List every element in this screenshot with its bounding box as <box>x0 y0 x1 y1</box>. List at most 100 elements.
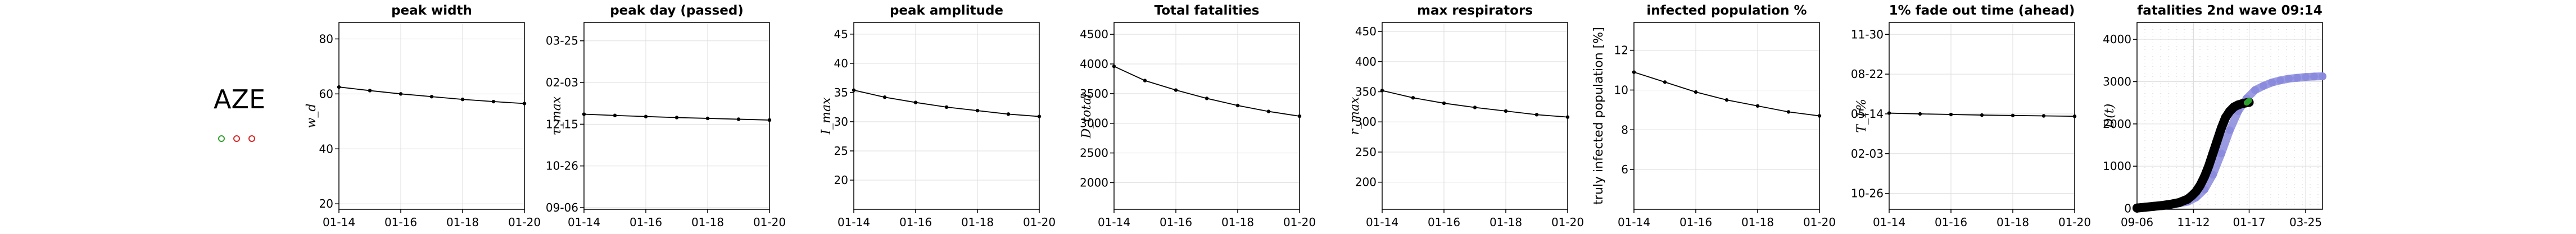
legend-marker-red-1 <box>233 135 240 142</box>
data-point <box>705 116 710 121</box>
data-point <box>1663 80 1667 84</box>
data-point <box>674 116 679 120</box>
panel-6: 10-26 02-03 05-14 08-22 11-30 01-14 01-16 01-18… <box>1851 3 2091 229</box>
x-tick-label: 01-16 <box>1935 215 1967 229</box>
panel-title: peak width <box>391 3 472 18</box>
y-tick-label: 12-15 <box>546 117 578 131</box>
y-tick-label: 450 <box>1355 25 1377 38</box>
y-axis-label: T_1% <box>1855 99 1869 133</box>
y-tick-label: 400 <box>1355 55 1377 68</box>
panel-5: 6 8 10 12 01-14 01-16 01-18 01-20 infected popul… <box>1592 3 1836 229</box>
x-tick-label: 01-16 <box>899 215 932 229</box>
data-point <box>1632 70 1636 74</box>
y-tick-label: 20 <box>319 197 333 210</box>
data-point <box>852 88 856 92</box>
panel-title: Total fatalities <box>1155 3 1260 18</box>
x-tick-label: 01-20 <box>2058 215 2091 229</box>
data-point <box>882 95 887 99</box>
x-tick-label: 01-14 <box>1366 215 1398 229</box>
x-tick-label: 01-20 <box>508 215 541 229</box>
y-tick-label: 200 <box>1355 176 1377 189</box>
y-tick-label: 2000 <box>2103 117 2131 131</box>
y-tick-label: 3000 <box>2103 75 2131 88</box>
data-point <box>429 95 434 99</box>
data-point <box>975 108 980 113</box>
panel-title: 1% fade out time (ahead) <box>1889 3 2075 18</box>
data-point <box>1174 88 1178 92</box>
y-tick-label: 12 <box>1614 44 1628 57</box>
x-tick-label: 01-14 <box>323 215 355 229</box>
data-point <box>460 97 465 102</box>
data-point <box>1817 114 1822 118</box>
series-line <box>1113 66 1300 117</box>
axes-frame <box>2136 22 2323 210</box>
x-tick-label: 01-20 <box>1803 215 1836 229</box>
y-tick-label: 10-26 <box>1851 187 1884 200</box>
panel-3: 2000 2500 3000 3500 4000 4500 01-14 01-16 01-18 0… <box>1080 3 1316 229</box>
series-band <box>2133 98 2254 213</box>
y-tick-label: 40 <box>319 142 333 155</box>
y-tick-label: 03-25 <box>546 34 578 48</box>
data-point <box>1442 101 1446 105</box>
x-tick-label: 01-20 <box>753 215 786 229</box>
data-point <box>1918 112 1922 116</box>
y-tick-label: 60 <box>319 87 333 100</box>
panel-2: 20 25 30 35 40 45 01-14 01-16 01-18 01-20 peak amp… <box>820 3 1056 229</box>
data-point <box>337 85 341 89</box>
y-tick-label: 10 <box>1614 83 1628 97</box>
x-tick-label: 01-16 <box>630 215 662 229</box>
y-tick-label: 4000 <box>2103 33 2131 46</box>
x-tick-label: 01-14 <box>1873 215 1905 229</box>
x-tick-label: 01-18 <box>1490 215 1522 229</box>
y-tick-label: 6 <box>1621 163 1628 176</box>
y-tick-label: 4500 <box>1080 27 1108 41</box>
y-tick-label: 2500 <box>1080 146 1108 160</box>
y-tick-label: 02-03 <box>1851 147 1884 160</box>
y-tick-label: 11-30 <box>1851 27 1884 41</box>
data-point <box>368 89 372 93</box>
data-point <box>2072 114 2077 118</box>
data-point <box>1006 112 1011 116</box>
legend-marker-green <box>218 135 225 142</box>
axes-frame <box>1113 22 1300 210</box>
x-tick-label: 01-14 <box>837 215 870 229</box>
data-point <box>913 100 918 104</box>
data-point <box>399 92 403 96</box>
data-point <box>1380 89 1384 93</box>
y-tick-label: 08-22 <box>1851 67 1884 81</box>
y-tick-label: 2000 <box>1080 176 1108 189</box>
y-tick-label: 1000 <box>2103 159 2131 173</box>
y-axis-label: τ_max <box>550 96 564 135</box>
x-tick-label: 01-18 <box>691 215 724 229</box>
x-tick-label: 01-20 <box>1551 215 1584 229</box>
panel-4: 200 250 300 350 400 450 01-14 01-16 01-18 01-20 ma… <box>1348 3 1584 229</box>
data-point <box>1565 115 1570 119</box>
data-point <box>1297 114 1302 118</box>
y-tick-label: 300 <box>1355 115 1377 129</box>
x-tick-label: 11-12 <box>2177 215 2210 229</box>
x-tick-label: 01-14 <box>1098 215 1130 229</box>
data-point <box>1112 65 1116 68</box>
y-tick-label: 09-06 <box>546 201 578 214</box>
data-point <box>491 99 496 104</box>
data-point <box>1143 79 1147 82</box>
axes-frame <box>853 22 1040 210</box>
y-tick-label: 0 <box>2124 201 2131 215</box>
country-block: AZE <box>214 84 265 142</box>
data-point <box>1037 114 1042 118</box>
x-tick-label: 03-25 <box>2289 215 2322 229</box>
data-point <box>644 114 648 118</box>
data-point <box>1205 97 1209 100</box>
x-tick-label: 01-20 <box>1023 215 1056 229</box>
panel-title: peak amplitude <box>890 3 1003 18</box>
y-tick-label: 45 <box>834 27 848 41</box>
y-tick-label: 05-14 <box>1851 107 1884 121</box>
data-point <box>1504 109 1508 113</box>
data-point <box>1266 109 1271 113</box>
data-point <box>522 102 527 105</box>
data-point <box>1235 103 1240 108</box>
series-band <box>2244 98 2252 106</box>
y-tick-label: 4000 <box>1080 57 1108 71</box>
y-tick-label: 40 <box>834 57 848 70</box>
panel-1: 09-06 10-26 12-15 02-03 03-25 01-14 01-16 01-18… <box>546 3 786 229</box>
